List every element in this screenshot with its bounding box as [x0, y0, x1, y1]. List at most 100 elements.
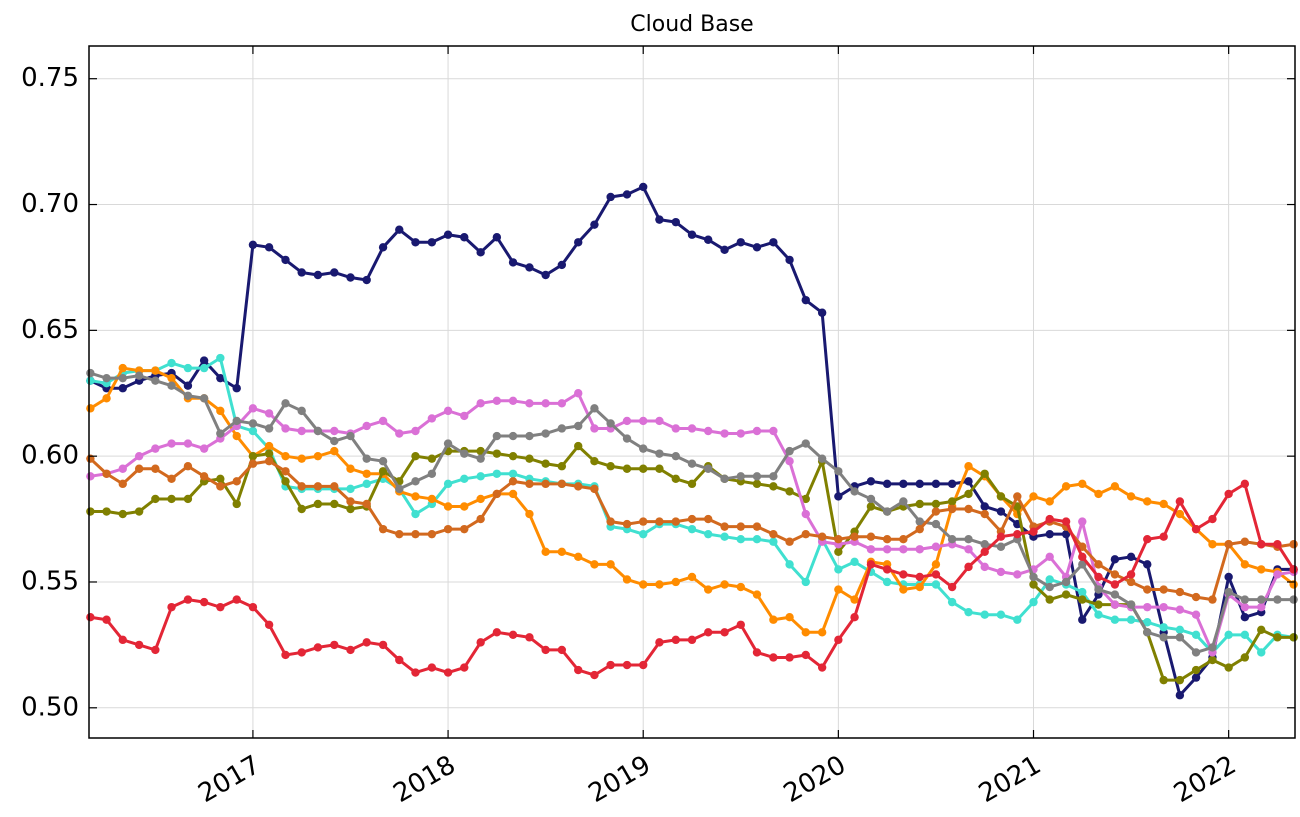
- data-point: [102, 394, 111, 403]
- data-point: [915, 582, 924, 592]
- data-point: [297, 648, 306, 657]
- data-point: [606, 192, 615, 202]
- data-point: [947, 582, 957, 592]
- data-point: [817, 308, 827, 317]
- data-point: [199, 363, 209, 373]
- data-point: [492, 233, 502, 242]
- x-tick-label: 2018: [388, 750, 460, 809]
- data-point: [1126, 492, 1136, 501]
- data-point: [639, 182, 648, 192]
- data-point: [362, 469, 371, 478]
- data-point: [1143, 497, 1152, 506]
- data-point: [102, 373, 111, 383]
- data-point: [769, 426, 778, 436]
- data-point: [1289, 595, 1298, 604]
- data-point: [899, 545, 908, 554]
- data-point: [216, 353, 225, 363]
- data-point: [492, 396, 502, 406]
- data-point: [703, 585, 713, 594]
- data-point: [964, 477, 973, 486]
- data-point: [882, 577, 892, 587]
- data-point: [297, 504, 306, 514]
- data-point: [720, 429, 729, 438]
- data-point: [606, 419, 615, 428]
- data-point: [378, 416, 388, 426]
- data-point: [671, 635, 681, 645]
- data-point: [118, 363, 127, 373]
- data-point: [947, 535, 957, 544]
- data-point: [655, 580, 664, 589]
- data-point: [720, 245, 729, 255]
- data-point: [1110, 570, 1120, 579]
- data-point: [736, 582, 745, 592]
- data-point: [866, 477, 876, 486]
- data-point: [834, 535, 843, 544]
- data-point: [118, 509, 127, 519]
- data-point: [248, 451, 258, 461]
- data-point: [411, 509, 420, 519]
- data-point: [330, 426, 339, 436]
- data-point: [281, 399, 290, 408]
- data-point: [671, 474, 681, 484]
- data-point: [297, 268, 306, 277]
- data-point: [639, 416, 648, 426]
- data-point: [639, 517, 648, 526]
- data-point: [769, 238, 778, 247]
- data-point: [801, 494, 810, 504]
- data-point: [1257, 625, 1266, 634]
- data-point: [264, 243, 274, 252]
- data-point: [931, 570, 941, 579]
- data-point: [248, 419, 258, 428]
- y-tick-label: 0.75: [21, 63, 79, 93]
- data-point: [508, 431, 518, 441]
- data-point: [427, 494, 437, 504]
- data-point: [964, 562, 973, 572]
- data-point: [590, 670, 599, 680]
- data-point: [281, 650, 290, 660]
- data-point: [866, 545, 876, 554]
- data-point: [557, 462, 567, 471]
- data-point: [476, 248, 485, 257]
- data-point: [525, 509, 534, 519]
- data-point: [1029, 572, 1038, 582]
- data-point: [1208, 595, 1217, 604]
- data-point: [541, 399, 550, 408]
- data-point: [1257, 540, 1266, 549]
- data-point: [1126, 600, 1136, 609]
- data-point: [817, 663, 827, 672]
- data-point: [313, 643, 323, 652]
- data-point: [199, 597, 209, 607]
- data-point: [281, 424, 290, 433]
- data-point: [1029, 580, 1038, 589]
- data-point: [915, 545, 924, 554]
- data-point: [947, 479, 957, 489]
- data-point: [736, 620, 745, 629]
- data-point: [720, 522, 729, 531]
- data-point: [460, 449, 469, 458]
- data-point: [541, 270, 550, 280]
- data-point: [1224, 630, 1233, 640]
- data-point: [720, 628, 729, 637]
- data-point: [801, 628, 810, 637]
- data-point: [313, 270, 323, 280]
- x-tick-label: 2020: [779, 750, 851, 809]
- data-point: [525, 399, 534, 408]
- data-point: [655, 517, 664, 526]
- data-point: [622, 434, 632, 443]
- data-point: [248, 426, 258, 436]
- data-point: [395, 484, 404, 494]
- data-point: [655, 638, 664, 647]
- data-point: [882, 545, 892, 554]
- data-point: [1208, 514, 1217, 524]
- data-point: [1061, 529, 1071, 539]
- data-point: [86, 376, 95, 385]
- data-point: [427, 663, 437, 672]
- data-point: [134, 371, 144, 380]
- data-point: [525, 263, 534, 272]
- data-point: [622, 464, 632, 473]
- data-point: [882, 507, 892, 516]
- data-point: [899, 535, 908, 544]
- data-point: [980, 540, 989, 549]
- data-point: [151, 645, 160, 655]
- data-point: [866, 502, 876, 511]
